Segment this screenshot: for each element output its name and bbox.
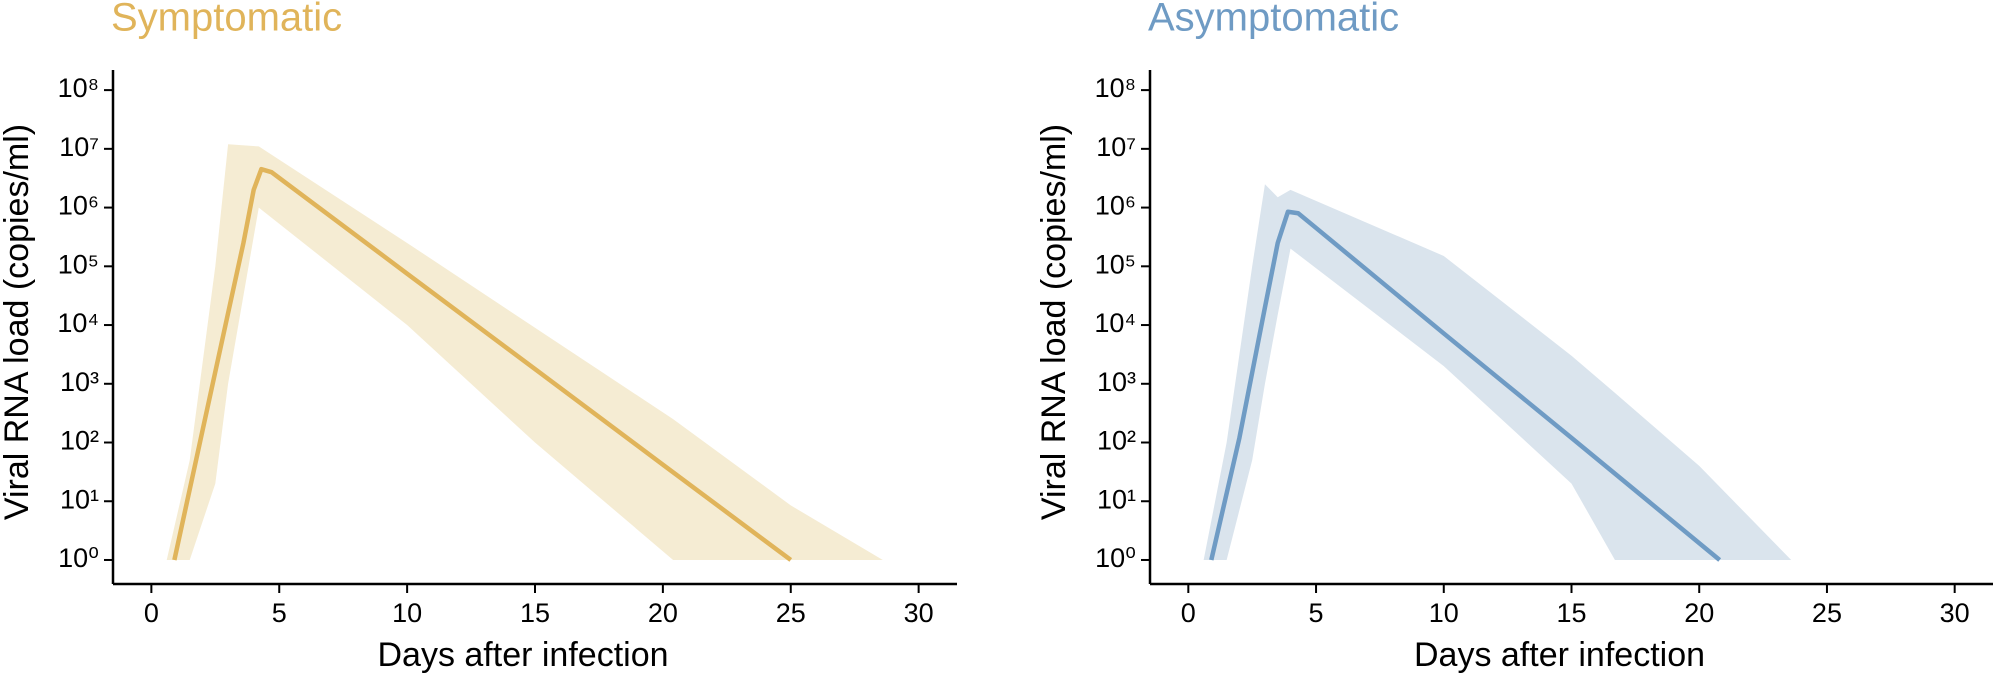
x-tick-label: 15 <box>1556 598 1586 628</box>
band <box>1203 184 1792 560</box>
x-tick-label: 30 <box>904 598 934 628</box>
y-tick-label: 10⁸ <box>58 73 99 103</box>
y-tick-label: 10⁴ <box>1094 308 1136 338</box>
y-tick-label: 10⁶ <box>1095 191 1136 221</box>
x-tick-label: 30 <box>1940 598 1970 628</box>
band <box>166 144 883 560</box>
x-tick-label: 20 <box>648 598 678 628</box>
y-tick-label: 10⁰ <box>58 543 99 573</box>
y-tick-label: 10⁵ <box>58 249 99 279</box>
y-tick-label: 10³ <box>60 367 99 397</box>
x-tick-label: 10 <box>1429 598 1459 628</box>
y-tick-label: 10² <box>60 426 99 456</box>
y-tick-label: 10¹ <box>60 484 99 514</box>
y-tick-label: 10² <box>1097 426 1136 456</box>
x-tick-label: 5 <box>272 598 287 628</box>
y-tick-label: 10⁷ <box>1096 132 1136 162</box>
y-axis-label: Viral RNA load (copies/ml) <box>1035 124 1073 520</box>
x-tick-label: 25 <box>776 598 806 628</box>
chart-title: Asymptomatic <box>1148 0 1399 40</box>
x-tick-label: 20 <box>1684 598 1714 628</box>
x-tick-label: 0 <box>144 598 159 628</box>
x-axis-label: Days after infection <box>377 636 668 674</box>
x-tick-label: 5 <box>1309 598 1324 628</box>
y-tick-label: 10⁴ <box>57 308 99 338</box>
x-tick-label: 10 <box>392 598 422 628</box>
chart-title: Symptomatic <box>111 0 342 40</box>
x-axis-label: Days after infection <box>1414 636 1705 674</box>
x-tick-label: 25 <box>1812 598 1842 628</box>
y-tick-label: 10⁵ <box>1095 249 1136 279</box>
line <box>1209 209 1722 562</box>
y-tick-label: 10⁸ <box>1095 73 1136 103</box>
y-tick-label: 10⁰ <box>1095 543 1136 573</box>
y-tick-label: 10¹ <box>1097 484 1136 514</box>
line <box>172 166 793 562</box>
y-tick-label: 10⁷ <box>59 132 99 162</box>
y-tick-label: 10³ <box>1097 367 1136 397</box>
x-tick-label: 0 <box>1181 598 1196 628</box>
y-axis-label: Viral RNA load (copies/ml) <box>0 124 36 520</box>
x-tick-label: 15 <box>520 598 550 628</box>
y-tick-label: 10⁶ <box>58 191 99 221</box>
